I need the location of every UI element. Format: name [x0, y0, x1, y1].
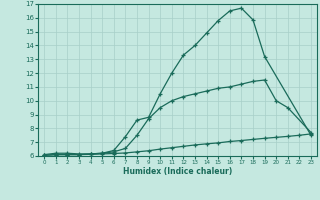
X-axis label: Humidex (Indice chaleur): Humidex (Indice chaleur) — [123, 167, 232, 176]
